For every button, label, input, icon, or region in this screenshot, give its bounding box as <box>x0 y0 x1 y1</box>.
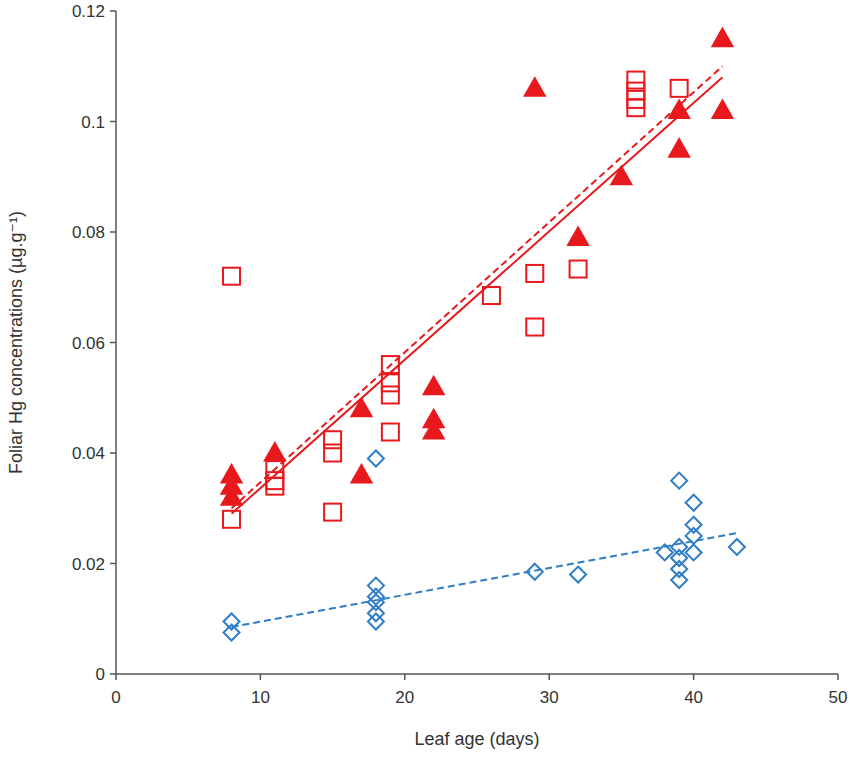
point <box>627 72 644 89</box>
x-tick <box>693 674 695 680</box>
x-tick-label: 50 <box>829 688 848 707</box>
x-tick-label: 0 <box>111 688 120 707</box>
trend-line <box>232 533 737 627</box>
point <box>686 517 702 533</box>
point <box>222 487 242 505</box>
point <box>671 473 687 489</box>
y-tick <box>110 452 116 454</box>
x-tick <box>260 674 262 680</box>
y-tick-label: 0.08 <box>72 223 105 242</box>
point <box>526 265 543 282</box>
point <box>671 561 687 577</box>
point <box>627 99 644 116</box>
point <box>712 100 732 118</box>
point <box>729 539 745 555</box>
point <box>424 421 444 439</box>
x-axis-label: Leaf age (days) <box>414 729 539 749</box>
x-tick-label: 40 <box>684 688 703 707</box>
y-axis-label: Foliar Hg concentrations (µg.g⁻¹) <box>6 211 26 474</box>
point <box>686 495 702 511</box>
point <box>368 589 384 605</box>
point <box>526 319 543 336</box>
plot-area <box>222 29 745 641</box>
y-tick <box>110 10 116 12</box>
y-tick <box>110 673 116 675</box>
y-tick-label: 0.02 <box>72 555 105 574</box>
point <box>568 228 588 246</box>
point <box>324 431 341 448</box>
point <box>525 78 545 96</box>
x-tick <box>115 674 117 680</box>
point <box>351 399 371 417</box>
y-tick <box>110 563 116 565</box>
trend-line <box>232 66 723 508</box>
point <box>368 451 384 467</box>
trend-line <box>232 77 723 513</box>
y-tick-label: 0.12 <box>72 2 105 21</box>
point <box>382 424 399 441</box>
point <box>351 465 371 483</box>
point <box>611 167 631 185</box>
y-tick <box>110 231 116 233</box>
x-tick <box>548 674 550 680</box>
point <box>671 80 688 97</box>
point <box>265 443 285 461</box>
point <box>224 614 240 630</box>
point <box>669 139 689 157</box>
x-tick-label: 10 <box>251 688 270 707</box>
y-tick <box>110 342 116 344</box>
x-tick <box>404 674 406 680</box>
point <box>368 614 384 630</box>
y-tick-label: 0 <box>96 665 105 684</box>
x-tick-label: 20 <box>395 688 414 707</box>
chart: 0 0.02 0.04 0.06 0.08 0.1 0.12 0 10 20 30 40 50 Leaf … <box>0 0 850 758</box>
point <box>686 544 702 560</box>
y-tick-label: 0.1 <box>81 113 105 132</box>
point <box>483 287 500 304</box>
y-tick-label: 0.06 <box>72 334 105 353</box>
x-axis <box>116 673 838 675</box>
point <box>570 567 586 583</box>
point <box>368 594 384 610</box>
point <box>671 572 687 588</box>
point <box>223 268 240 285</box>
point <box>324 504 341 521</box>
x-tick <box>837 674 839 680</box>
point <box>382 386 399 403</box>
point <box>570 261 587 278</box>
point <box>324 445 341 462</box>
point <box>712 29 732 47</box>
point <box>368 578 384 594</box>
x-tick-label: 30 <box>540 688 559 707</box>
y-tick-label: 0.04 <box>72 444 105 463</box>
point <box>424 377 444 395</box>
y-tick <box>110 121 116 123</box>
